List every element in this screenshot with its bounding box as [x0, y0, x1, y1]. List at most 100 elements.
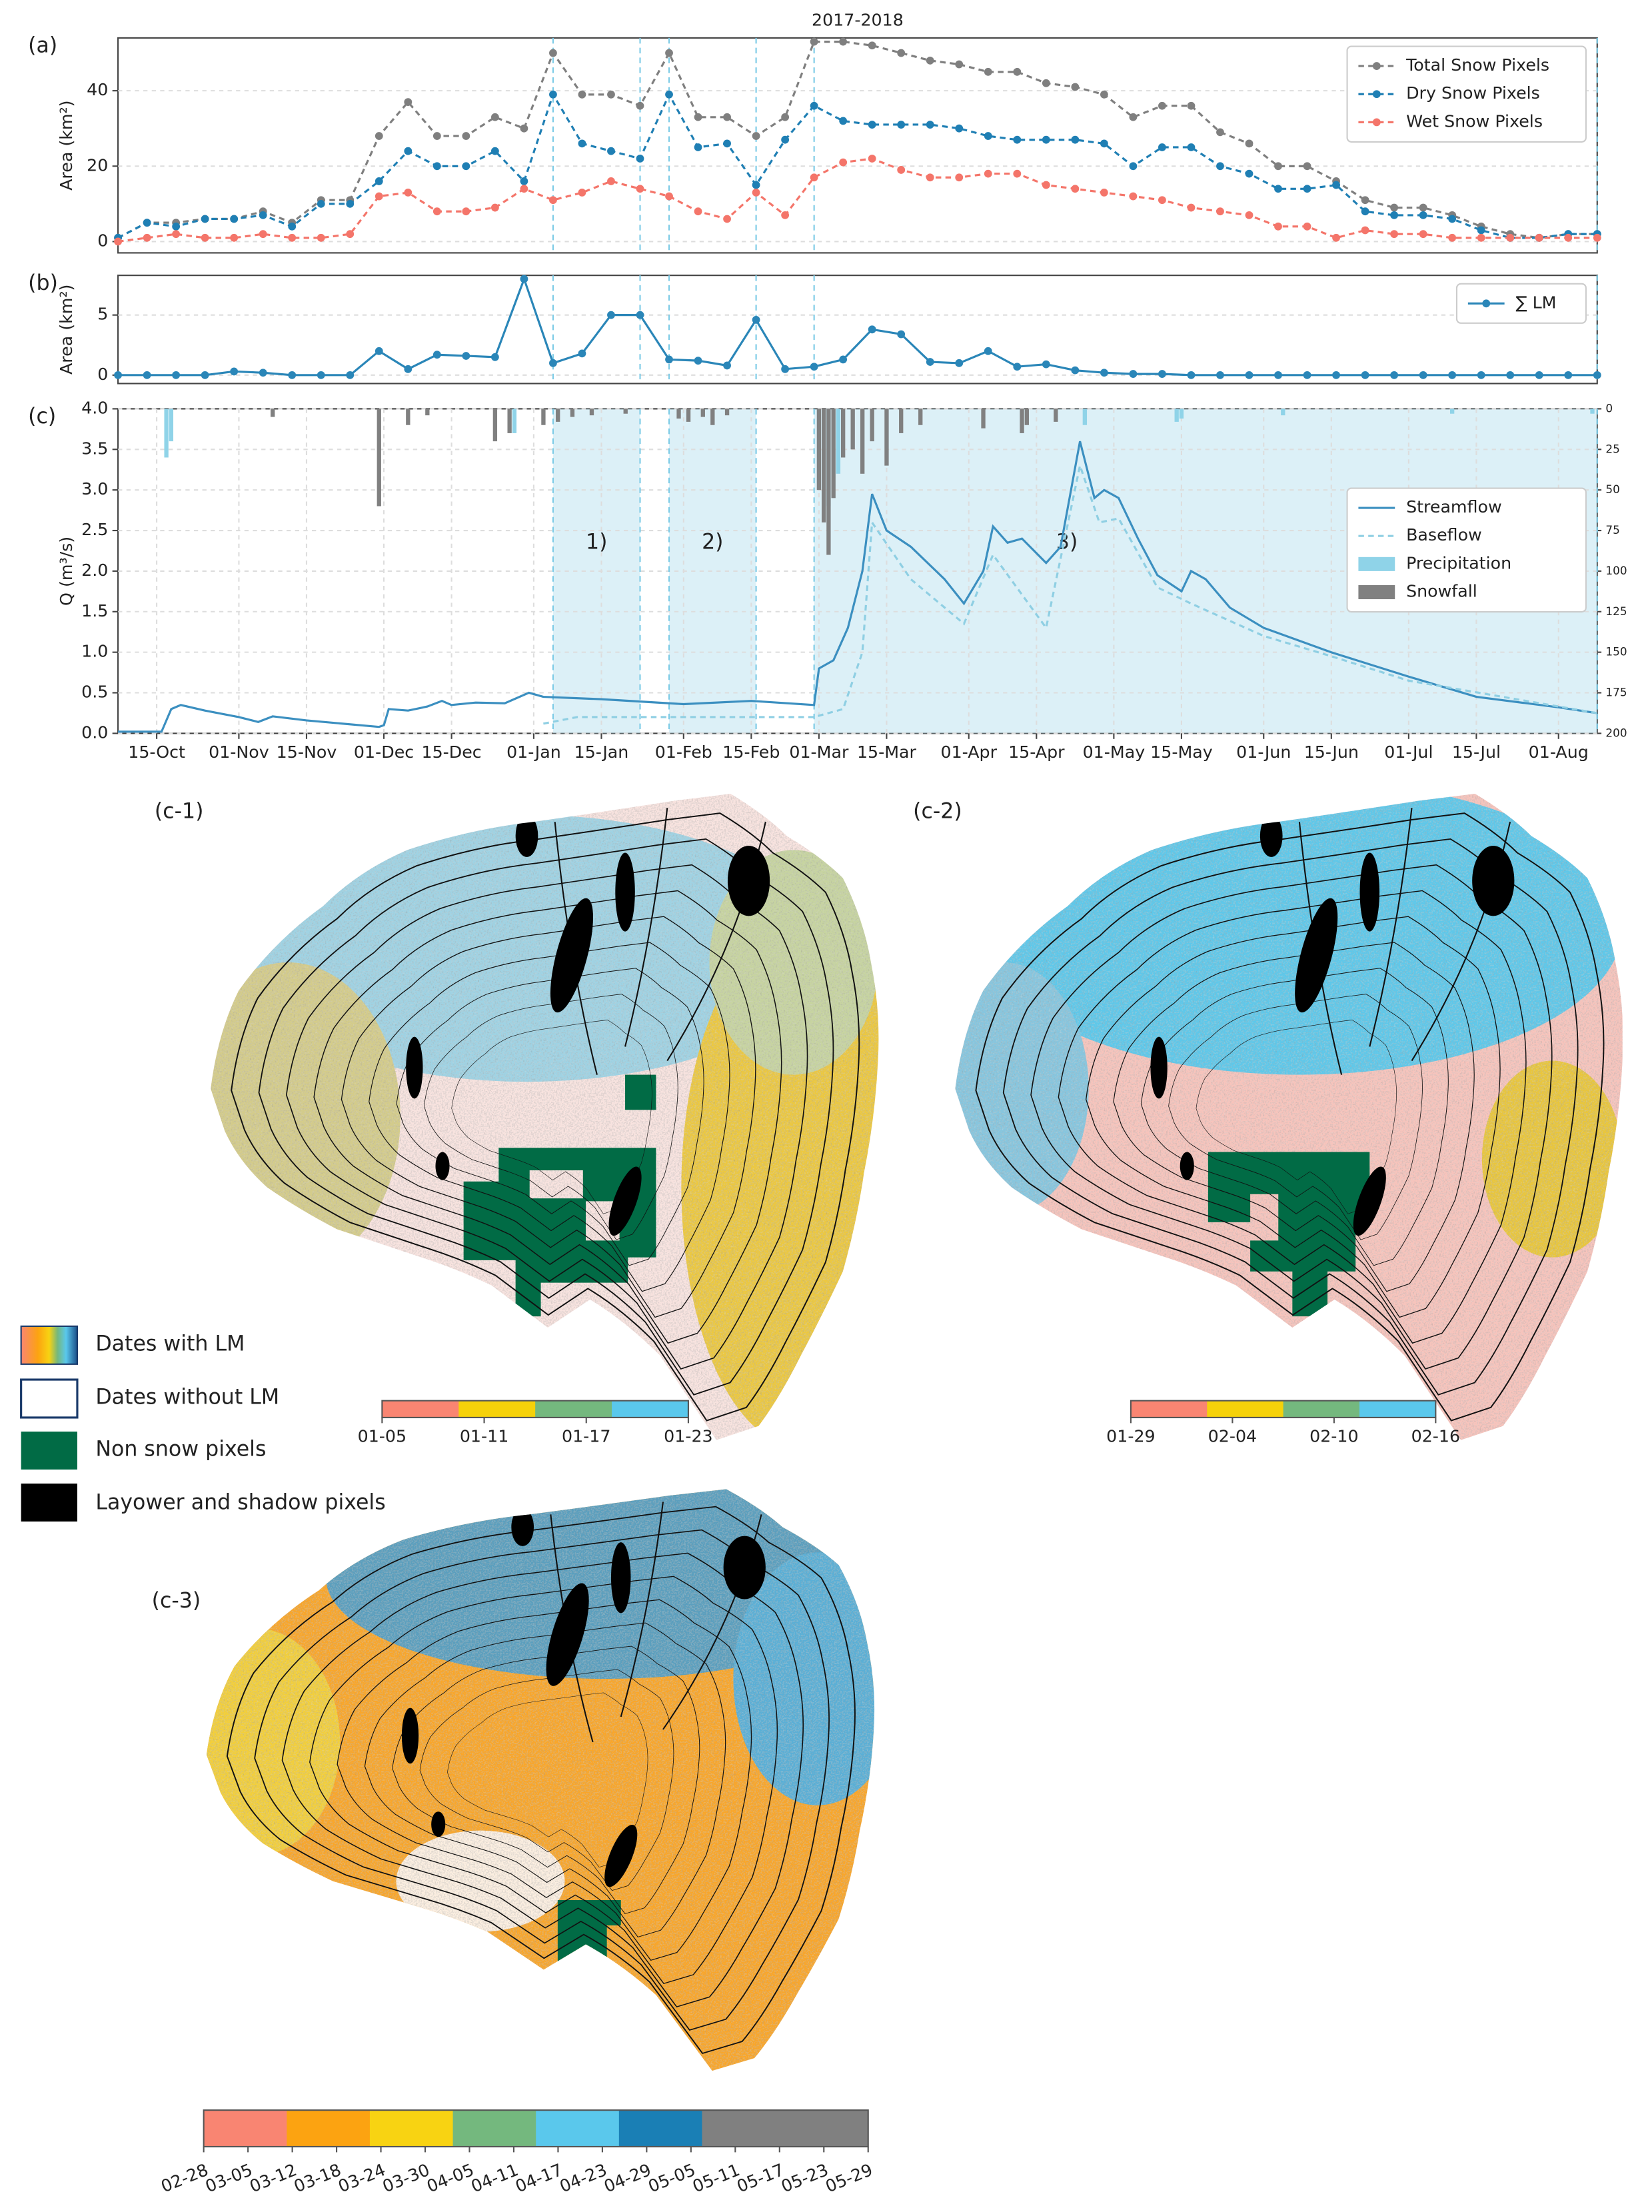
x-tick-label: 15-May: [1150, 742, 1213, 762]
y-tick-label: 40: [87, 80, 108, 99]
marker: [172, 371, 181, 379]
marker: [839, 117, 848, 125]
bar: [841, 409, 846, 458]
marker: [665, 355, 673, 364]
marker: [432, 351, 441, 359]
marker: [868, 41, 876, 50]
legend-label: ∑ LM: [1516, 293, 1557, 312]
y-tick-label: 2.0: [81, 560, 108, 580]
marker: [1100, 369, 1108, 377]
y2-tick-label: 150: [1605, 645, 1627, 658]
marker: [114, 371, 122, 379]
bar: [686, 409, 691, 422]
bar: [981, 409, 986, 429]
bar: [860, 409, 865, 474]
legend-label: Dates without LM: [95, 1385, 279, 1409]
marker: [752, 189, 760, 197]
x-tick-label: 15-Jul: [1452, 742, 1501, 762]
marker: [1187, 203, 1196, 212]
y-tick-label: 5: [97, 305, 108, 324]
marker: [375, 347, 383, 355]
legend-label: Precipitation: [1406, 553, 1511, 572]
marker: [636, 101, 644, 110]
legend-swatch: [21, 1484, 77, 1522]
colorbar-tick-label: 01-11: [460, 1426, 508, 1446]
marker: [1361, 207, 1369, 216]
marker: [172, 222, 181, 231]
bar: [826, 409, 831, 555]
marker: [607, 177, 615, 185]
bar: [724, 409, 730, 416]
colorbar-segment: [536, 2110, 620, 2147]
marker: [143, 219, 151, 227]
bar: [676, 409, 681, 419]
bar: [1590, 409, 1595, 414]
marker: [636, 185, 644, 193]
bar: [541, 409, 546, 425]
marker: [723, 361, 731, 370]
marker: [1419, 230, 1427, 239]
marker: [1535, 371, 1543, 379]
marker: [839, 158, 848, 167]
plot-frame: [117, 275, 1598, 385]
marker: [1303, 222, 1311, 231]
period-label: 2): [702, 531, 723, 554]
panel: 0 20 40 (a) 2017-2018 Area (km²) Total Snow Pi…: [28, 11, 1601, 254]
marker: [1274, 162, 1282, 171]
marker: [346, 371, 355, 379]
marker: [1390, 230, 1399, 239]
marker: [230, 215, 239, 223]
legend-swatch: [20, 1325, 79, 1365]
marker: [810, 173, 818, 182]
marker: [1071, 83, 1080, 91]
marker: [926, 121, 934, 129]
marker: [1506, 233, 1515, 242]
line: [117, 157, 1597, 243]
legend-swatch: [20, 1378, 79, 1419]
colorbar-tick-label: 02-16: [1411, 1426, 1460, 1446]
legend-label: Layower and shadow pixels: [95, 1491, 385, 1515]
marker: [694, 207, 702, 216]
marker: [549, 90, 557, 99]
marker: [1216, 371, 1224, 379]
bar: [1449, 409, 1455, 414]
marker: [490, 147, 499, 155]
y2-tick-label: 200: [1605, 726, 1627, 739]
marker: [1129, 162, 1138, 171]
y-tick-label: 0.0: [81, 722, 108, 742]
marker: [1332, 371, 1340, 379]
marker: [462, 132, 470, 140]
marker: [404, 365, 413, 373]
marker: [955, 173, 964, 182]
x-tick-label: 15-Oct: [128, 742, 185, 762]
marker: [404, 189, 413, 197]
bar: [884, 409, 889, 466]
marker: [346, 230, 355, 239]
marker: [375, 132, 383, 140]
marker: [1593, 371, 1601, 379]
marker: [578, 139, 586, 148]
marker: [1477, 233, 1485, 242]
colorbar-tick-label: 01-05: [358, 1426, 407, 1446]
marker: [1071, 185, 1080, 193]
marker: [1100, 139, 1108, 148]
marker: [1100, 189, 1108, 197]
marker: [955, 359, 964, 367]
marker: [520, 177, 528, 185]
bar: [816, 409, 822, 491]
marker: [723, 215, 731, 223]
y-tick-label: 3.5: [81, 439, 108, 458]
marker: [230, 367, 239, 376]
marker: [1100, 90, 1108, 99]
marker: [375, 192, 383, 201]
marker: [578, 189, 586, 197]
map-label: (c-1): [155, 799, 204, 823]
marker: [839, 355, 848, 364]
y-tick-label: 2.5: [81, 520, 108, 539]
marker: [1303, 371, 1311, 379]
line: [118, 275, 1597, 377]
marker: [201, 233, 209, 242]
x-tick-label: 01-Jan: [506, 742, 561, 762]
x-tick-label: 01-Jun: [1236, 742, 1291, 762]
